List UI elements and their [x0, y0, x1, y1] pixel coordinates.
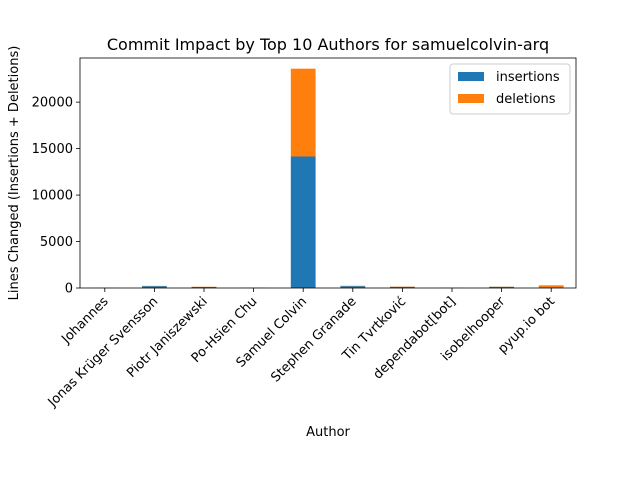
- x-axis-label: Author: [306, 425, 350, 440]
- legend: insertions deletions: [449, 63, 571, 115]
- y-tick-label: 20000: [32, 96, 73, 111]
- bar-insertions-2: [191, 286, 217, 288]
- x-tick-label: dependabot[bot]: [371, 294, 459, 382]
- legend-swatch-deletions: [458, 94, 484, 103]
- y-axis-label: Lines Changed (Insertions + Deletions): [7, 46, 22, 301]
- bar-insertions-1: [142, 286, 167, 288]
- y-tick-label: 10000: [32, 189, 73, 204]
- x-tick-label: Johannes: [58, 294, 111, 347]
- bar-deletions-4: [290, 68, 316, 157]
- legend-label-deletions: deletions: [496, 92, 556, 107]
- y-tick-label: 5000: [40, 235, 73, 250]
- bar-insertions-9: [538, 287, 564, 288]
- plot-frame: [79, 57, 577, 289]
- bar-insertions-5: [340, 286, 366, 288]
- bars-group: [92, 68, 564, 288]
- legend-swatch-insertions: [458, 72, 484, 81]
- x-tick-label: Stephen Granade: [268, 294, 359, 385]
- bar-deletions-9: [538, 285, 564, 288]
- y-tick-label: 15000: [32, 142, 73, 157]
- legend-label-insertions: insertions: [496, 70, 560, 85]
- chart-title: Commit Impact by Top 10 Authors for samu…: [107, 35, 549, 54]
- bar-insertions-8: [489, 286, 514, 288]
- bar-insertions-4: [290, 156, 316, 288]
- bar-insertions-6: [390, 286, 415, 288]
- y-tick-label: 0: [65, 282, 73, 297]
